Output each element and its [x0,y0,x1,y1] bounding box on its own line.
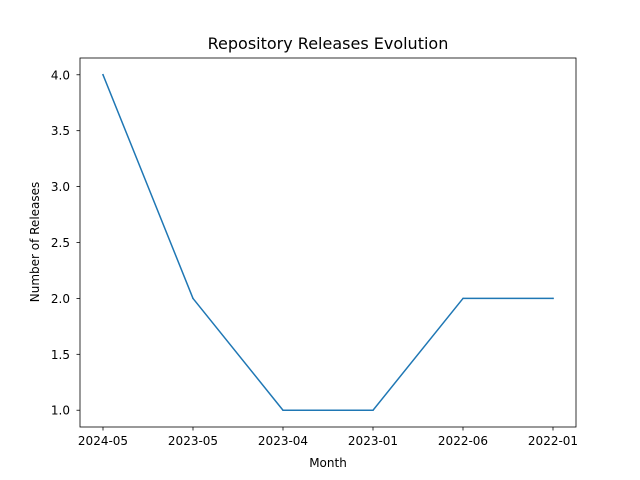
y-tick-label: 4.0 [51,68,70,82]
plot-frame [79,57,577,428]
y-tick-label: 1.5 [51,348,70,362]
data-point [372,409,374,411]
x-tick-label: 2023-05 [168,434,218,448]
x-tick-label: 2022-06 [438,434,488,448]
x-axis: 2024-05 2023-05 2023-04 2023-01 2022-06 2022-… [78,427,578,448]
series-layer [102,73,554,411]
y-axis-label: Number of Releases [28,182,42,303]
series-line [102,73,554,411]
y-tick-label: 2.5 [51,236,70,250]
data-point [462,297,464,300]
x-tick-label: 2022-01 [528,434,578,448]
x-tick-label: 2023-01 [348,434,398,448]
y-tick-label: 3.0 [51,180,70,194]
data-point [102,74,104,76]
data-point [282,409,284,411]
chart-title: Repository Releases Evolution [208,34,449,53]
data-point [552,297,554,300]
y-axis: 1.0 1.5 2.0 2.5 3.0 3.5 4.0 [51,68,80,418]
x-axis-label: Month [309,456,347,470]
x-tick-label: 2023-04 [258,434,308,448]
y-tick-label: 2.0 [51,292,70,306]
x-tick-label: 2024-05 [78,434,128,448]
y-tick-label: 1.0 [51,404,70,418]
data-point [192,297,194,300]
y-tick-label: 3.5 [51,124,70,138]
